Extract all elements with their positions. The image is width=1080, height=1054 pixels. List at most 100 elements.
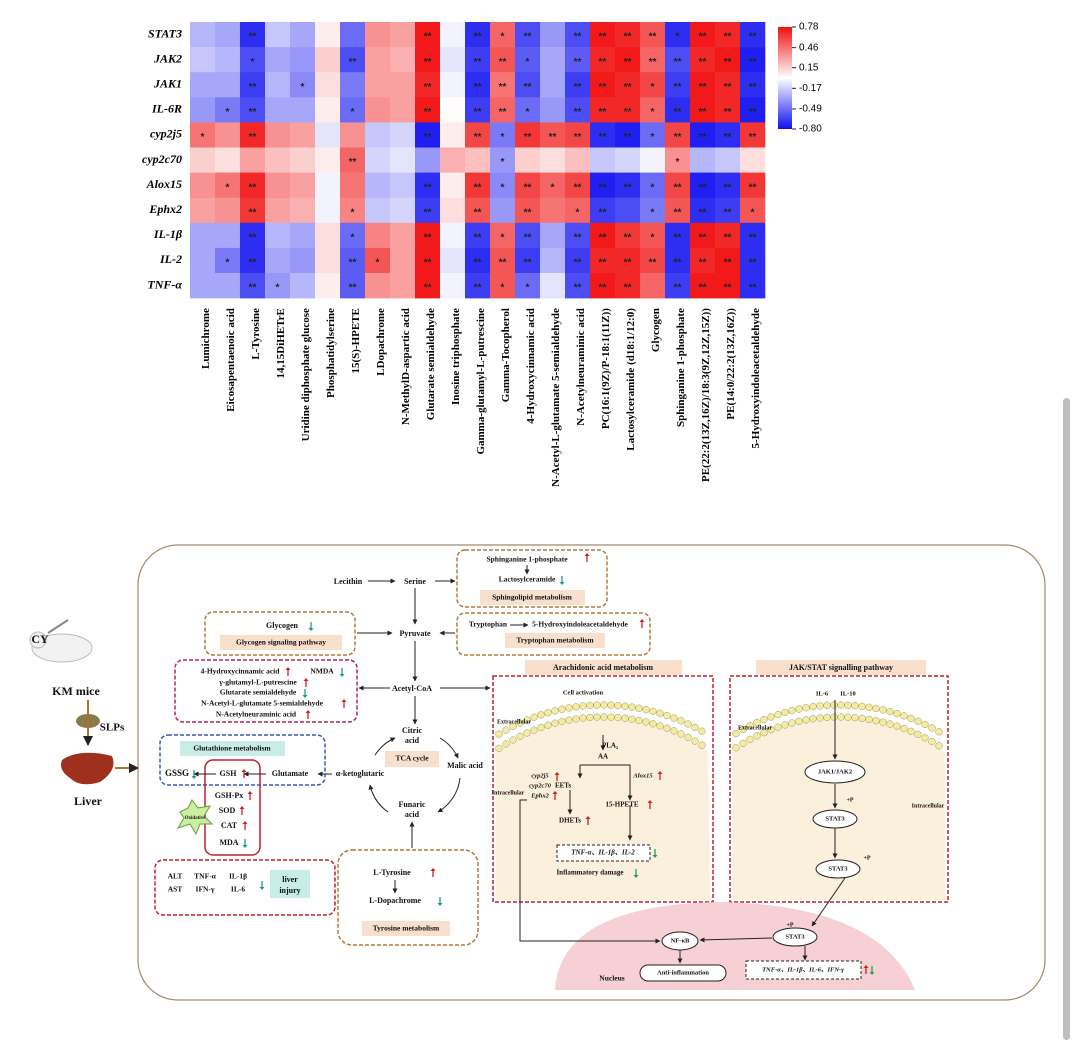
significance: ** bbox=[749, 32, 757, 43]
diagram-label: 4-Hydroxycinnamic acid bbox=[201, 667, 281, 676]
significance: ** bbox=[624, 32, 632, 43]
heat-cell bbox=[365, 147, 391, 173]
heat-cell bbox=[715, 273, 741, 299]
heat-cell bbox=[465, 122, 491, 148]
significance: ** bbox=[249, 207, 257, 218]
heat-cell bbox=[315, 97, 341, 123]
significance: ** bbox=[574, 283, 582, 294]
heat-cell bbox=[440, 197, 466, 224]
lipid-head bbox=[509, 736, 517, 744]
lipid-head bbox=[691, 723, 699, 732]
significance: ** bbox=[724, 258, 732, 269]
heat-cell bbox=[365, 222, 391, 249]
indicator-head bbox=[657, 771, 663, 774]
heat-cell bbox=[740, 122, 766, 148]
diagram-label: N-Acetyl-L-glutamate 5-semialdehyde bbox=[201, 699, 324, 708]
significance: ** bbox=[474, 32, 482, 43]
indicator-head bbox=[241, 769, 247, 772]
heat-cell bbox=[190, 273, 216, 299]
lipid-head bbox=[774, 723, 782, 731]
significance: ** bbox=[424, 283, 432, 294]
heat-cell bbox=[215, 172, 241, 198]
diagram-label: Lactosylceramide bbox=[499, 575, 556, 584]
indicator-head bbox=[302, 695, 308, 698]
significance: * bbox=[526, 107, 530, 118]
colorbar-label: 0.78 bbox=[799, 22, 819, 33]
liver-icon bbox=[61, 752, 114, 785]
scrollbar[interactable] bbox=[1063, 398, 1070, 1040]
significance: ** bbox=[424, 57, 432, 68]
lipid-head bbox=[753, 732, 761, 740]
lipid-head bbox=[495, 730, 503, 738]
heat-cell bbox=[415, 47, 441, 73]
lipid-head bbox=[879, 706, 887, 714]
significance: ** bbox=[624, 82, 632, 93]
heat-cell bbox=[465, 22, 491, 48]
lipid-head bbox=[600, 701, 608, 709]
lipid-head bbox=[865, 715, 873, 724]
lipid-head bbox=[907, 714, 915, 723]
row-label: IL-1β bbox=[153, 227, 183, 241]
significance: * bbox=[651, 207, 655, 218]
diagram-label: liver bbox=[282, 875, 298, 884]
heat-cell bbox=[490, 172, 516, 198]
heat-cell bbox=[240, 47, 266, 73]
lipid-head bbox=[879, 718, 887, 726]
significance: ** bbox=[649, 57, 657, 68]
heat-cell bbox=[415, 172, 441, 198]
lipid-head bbox=[565, 704, 573, 712]
row-label: Alox15 bbox=[146, 177, 182, 191]
heat-cell bbox=[340, 47, 366, 73]
lipid-head bbox=[565, 716, 573, 724]
significance: * bbox=[351, 233, 355, 244]
diagram-label: SOD bbox=[219, 806, 236, 815]
heat-cell bbox=[415, 273, 441, 299]
lipid-head bbox=[551, 707, 559, 715]
significance: ** bbox=[249, 182, 257, 193]
heat-cell bbox=[290, 47, 316, 73]
heat-cell bbox=[265, 222, 291, 249]
node bbox=[772, 927, 818, 947]
diagram-label: JAK1/JAK2 bbox=[818, 768, 852, 775]
diagram-label: Sphingolipid metabolism bbox=[492, 593, 573, 602]
significance: ** bbox=[249, 132, 257, 143]
heat-cell bbox=[740, 247, 766, 274]
lipid-head bbox=[767, 713, 775, 721]
lipid-head bbox=[753, 718, 761, 727]
heat-cell bbox=[215, 222, 241, 249]
significance: ** bbox=[249, 233, 257, 244]
significance: ** bbox=[599, 258, 607, 269]
heat-cell bbox=[615, 22, 641, 48]
heat-cell bbox=[540, 222, 566, 249]
lipid-head bbox=[837, 701, 845, 709]
lipid-head bbox=[579, 702, 587, 710]
label-box bbox=[220, 635, 342, 650]
lipid-head bbox=[516, 732, 524, 740]
heat-cell bbox=[740, 273, 766, 299]
heat-cell bbox=[465, 273, 491, 299]
heat-cell bbox=[615, 172, 641, 198]
heat-cell bbox=[415, 122, 441, 148]
node bbox=[639, 964, 727, 982]
significance: ** bbox=[499, 258, 507, 269]
heat-cell bbox=[490, 72, 516, 98]
heat-cell bbox=[665, 197, 691, 224]
significance: ** bbox=[724, 57, 732, 68]
lipid-head bbox=[663, 711, 671, 720]
significance: ** bbox=[749, 283, 757, 294]
lipid-head bbox=[656, 722, 664, 730]
significance: ** bbox=[474, 182, 482, 193]
indicator-head bbox=[191, 776, 197, 779]
column-label: Sphinganine 1-phosphate bbox=[675, 308, 687, 427]
lipid-head bbox=[600, 713, 608, 721]
heat-cell bbox=[715, 47, 741, 73]
significance: ** bbox=[624, 233, 632, 244]
heat-cell bbox=[515, 47, 541, 73]
heat-cell bbox=[390, 247, 416, 274]
lipid-head bbox=[684, 733, 692, 741]
heat-cell bbox=[640, 22, 666, 48]
heat-cell bbox=[240, 247, 266, 274]
lipid-head bbox=[621, 702, 629, 710]
diagram-label: acid bbox=[405, 736, 420, 745]
lipid-head bbox=[781, 721, 789, 729]
